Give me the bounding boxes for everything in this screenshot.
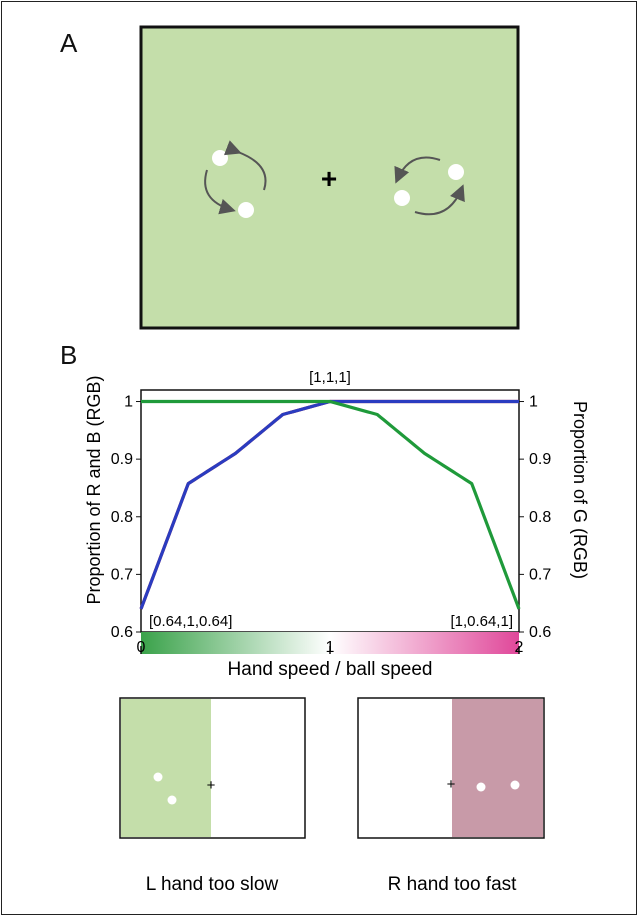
- y-tick-label-right: 0.7: [529, 566, 551, 583]
- annotation-label: [1,0.64,1]: [450, 613, 513, 630]
- y-tick-label-right: 0.8: [529, 509, 551, 526]
- right-rotation-arrow-lower: [414, 184, 465, 216]
- x-tick-label: 1: [326, 639, 335, 656]
- colorbar: [141, 632, 519, 654]
- plot-frame: [140, 389, 520, 633]
- y-tick-label-right: 1: [529, 394, 538, 411]
- example-l-hand-too-slow: + L hand too slow: [119, 697, 306, 895]
- y-tick-label-left: 0.6: [111, 624, 133, 641]
- example-fixation: +: [207, 777, 216, 794]
- y-tick-label-right: 0.9: [529, 451, 551, 468]
- panel-b-label: B: [60, 340, 78, 370]
- y-axis-label-right: Proportion of G (RGB): [570, 401, 590, 579]
- y-tick-label-left: 0.9: [111, 451, 133, 468]
- left-ball-top: [212, 150, 228, 166]
- example-caption: R hand too fast: [388, 874, 518, 895]
- right-ball-top: [448, 164, 464, 180]
- panel-a-stimulus: +: [139, 25, 520, 330]
- example-ball: [153, 772, 163, 782]
- chart-svg: 0.6 0.7 0.8 0.9 1 0.6 0.7 0.8 0.9 1 [1,1,1] [0.64,1…: [84, 369, 590, 680]
- y-tick-label-left: 1: [124, 394, 133, 411]
- right-ball-bottom: [394, 190, 410, 206]
- example-ball: [510, 780, 520, 790]
- series-line-2: [141, 399, 521, 610]
- panel-a-label: A: [60, 28, 78, 58]
- left-ball-bottom: [238, 202, 254, 218]
- left-rotation-arrow-lower: [204, 169, 236, 215]
- example-fixation: +: [447, 776, 456, 793]
- x-axis-label: Hand speed / ball speed: [228, 659, 433, 680]
- example-r-hand-too-fast: + R hand too fast: [357, 697, 545, 895]
- series-line-1: [139, 399, 519, 610]
- left-rotation-arrow-upper: [223, 140, 267, 191]
- panel-a-fixation: +: [321, 163, 337, 194]
- x-tick-label: 0: [137, 639, 146, 656]
- annotation-label: [1,1,1]: [309, 369, 351, 386]
- y-tick-label-left: 0.8: [111, 509, 133, 526]
- example-caption: L hand too slow: [146, 874, 279, 895]
- series-line-0: [139, 399, 519, 610]
- y-tick-label-left: 0.7: [111, 566, 133, 583]
- right-rotation-arrow-upper: [394, 156, 441, 184]
- y-axis-label-left: Proportion of R and B (RGB): [84, 375, 104, 604]
- y-tick-label-right: 0.6: [529, 624, 551, 641]
- annotation-label: [0.64,1,0.64]: [149, 613, 232, 630]
- x-tick-label: 2: [515, 639, 524, 656]
- example-ball: [167, 795, 177, 805]
- examples-svg: + L hand too slow + R hand too fast: [119, 697, 545, 895]
- example-ball: [476, 782, 486, 792]
